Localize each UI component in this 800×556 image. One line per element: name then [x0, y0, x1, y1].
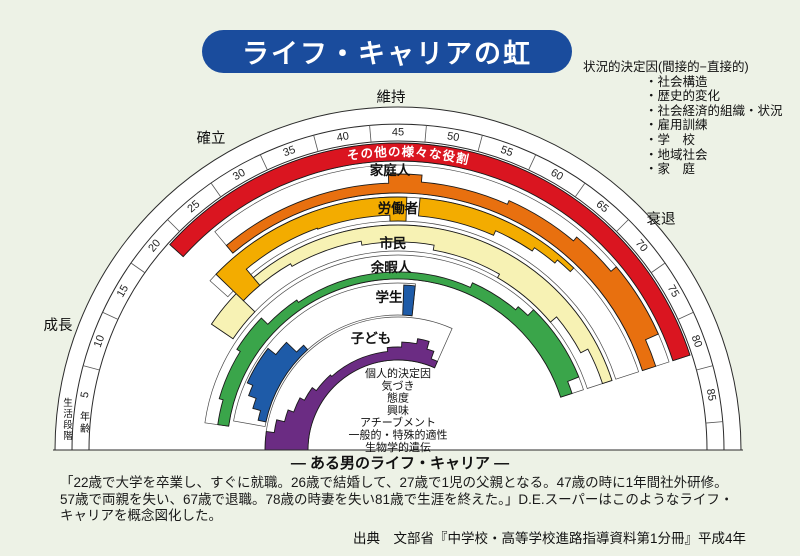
stage-label-衰退: 衰退: [647, 211, 676, 228]
age-tick: [677, 311, 694, 320]
age-tick: [210, 182, 222, 198]
age-number: 55: [499, 144, 515, 159]
band-other-roles: [169, 142, 691, 362]
center-determinants-line: 興味: [387, 404, 409, 417]
age-tick: [528, 154, 537, 171]
age-number: 5: [79, 391, 92, 399]
age-number: 50: [446, 130, 460, 144]
age-number: 45: [392, 126, 404, 138]
role-label-leisurite: 余暇人: [370, 259, 412, 275]
age-number: 75: [665, 283, 682, 300]
age-number: 30: [231, 167, 248, 184]
situational-item: ・地域社会: [645, 147, 708, 162]
situational-item: ・家 庭: [645, 162, 696, 177]
age-ring-line-1: [71, 123, 725, 451]
age-tick: [616, 219, 629, 232]
band-child: [264, 338, 439, 451]
axis-label-age: 年: [80, 410, 90, 423]
band-worker: [417, 197, 575, 273]
role-label-homemaker: 家庭人: [370, 162, 411, 178]
age-tick: [167, 219, 180, 232]
age-tick: [477, 135, 483, 152]
situational-item: ・歴史的変化: [645, 89, 721, 104]
role-label-child: 子ども: [351, 331, 392, 346]
situational-item: ・学 校: [645, 132, 696, 147]
age-number: 35: [282, 144, 298, 159]
band-homemaker: [225, 173, 659, 372]
axis-label-life-stage: 活: [63, 408, 73, 420]
age-tick: [574, 182, 586, 198]
age-number: 85: [704, 388, 718, 402]
stage-label-確立: 確立: [197, 130, 226, 147]
description-line: 「22歳で大学を卒業し、すぐに就職。26歳で結婚して、27歳で1児の父親となる。…: [60, 475, 728, 490]
age-number: 60: [548, 167, 565, 184]
age-tick: [696, 365, 713, 371]
center-determinants-line: アチーブメント: [360, 415, 436, 429]
age-tick: [130, 262, 146, 274]
description-line: 57歳で両親を失い、67歳で退職。78歳の時妻を失い81歳で生涯を終えた。」D.…: [60, 491, 734, 507]
axis-label-life-stage: 生: [63, 397, 73, 409]
age-tick: [313, 135, 319, 152]
age-number: 15: [115, 283, 132, 300]
center-determinants-line: 個人的決定因: [365, 366, 431, 380]
situational-item: ・雇用訓練: [645, 118, 708, 133]
axis-label-age: 齢: [80, 422, 90, 435]
age-tick: [705, 421, 723, 424]
situational-heading: 状況的決定因(間接的−直接的): [583, 60, 749, 74]
band-citizen: [210, 224, 613, 385]
band-worker: [215, 196, 408, 302]
age-number: 10: [92, 334, 107, 350]
role-label-citizen: 市民: [380, 235, 407, 251]
source-line: 出典 文部省『中学校・高等学校進路指導資料第1分冊』平成4年: [352, 531, 746, 546]
career-description: 「22歳で大学を卒業し、すぐに就職。26歳で結婚して、27歳で1児の父親となる。…: [60, 475, 790, 525]
center-determinants-line: 態度: [387, 391, 409, 405]
situational-item: ・社会経済的組織・状況: [645, 103, 783, 118]
title-banner: ライフ・キャリアの虹: [202, 30, 572, 73]
stage-label-維持: 維持: [377, 89, 406, 106]
center-determinants-line: 気づき: [382, 378, 415, 392]
age-number: 80: [689, 334, 704, 350]
role-label-student: 学生: [376, 289, 403, 305]
age-tick: [650, 262, 666, 274]
age-tick: [369, 125, 372, 143]
age-tick: [102, 311, 119, 320]
axis-label-life-stage: 段: [63, 419, 73, 431]
situational-determinants-block: 状況的決定因(間接的−直接的) ・社会構造 ・歴史的変化 ・社会経済的組織・状況 ・雇…: [583, 60, 793, 177]
band-student: [402, 284, 416, 317]
age-number: 40: [336, 130, 350, 144]
age-ring-line-0: [88, 140, 708, 451]
age-tick: [424, 125, 427, 143]
center-determinants-line: 生物学的遺伝: [365, 440, 431, 454]
situational-item-list: ・社会構造 ・歴史的変化 ・社会経済的組織・状況 ・雇用訓練 ・学 校・地域社会 ・家 庭: [645, 75, 793, 177]
center-determinants-line: 一般的・特殊的適性: [349, 428, 448, 442]
age-tick: [83, 365, 100, 371]
role-label-worker: 労働者: [378, 200, 419, 216]
page-title: ライフ・キャリアの虹: [242, 39, 532, 69]
band-student: [246, 341, 309, 423]
description-line: キャリアを概念図化した。: [60, 508, 222, 523]
situational-item: ・社会構造: [645, 74, 708, 89]
diagram-subtitle: ― ある男のライフ・キャリア ―: [290, 455, 510, 472]
age-tick: [259, 154, 268, 171]
stage-label-成長: 成長: [44, 317, 73, 334]
band-leisurite: [217, 271, 580, 427]
axis-label-life-stage: 階: [63, 431, 73, 442]
